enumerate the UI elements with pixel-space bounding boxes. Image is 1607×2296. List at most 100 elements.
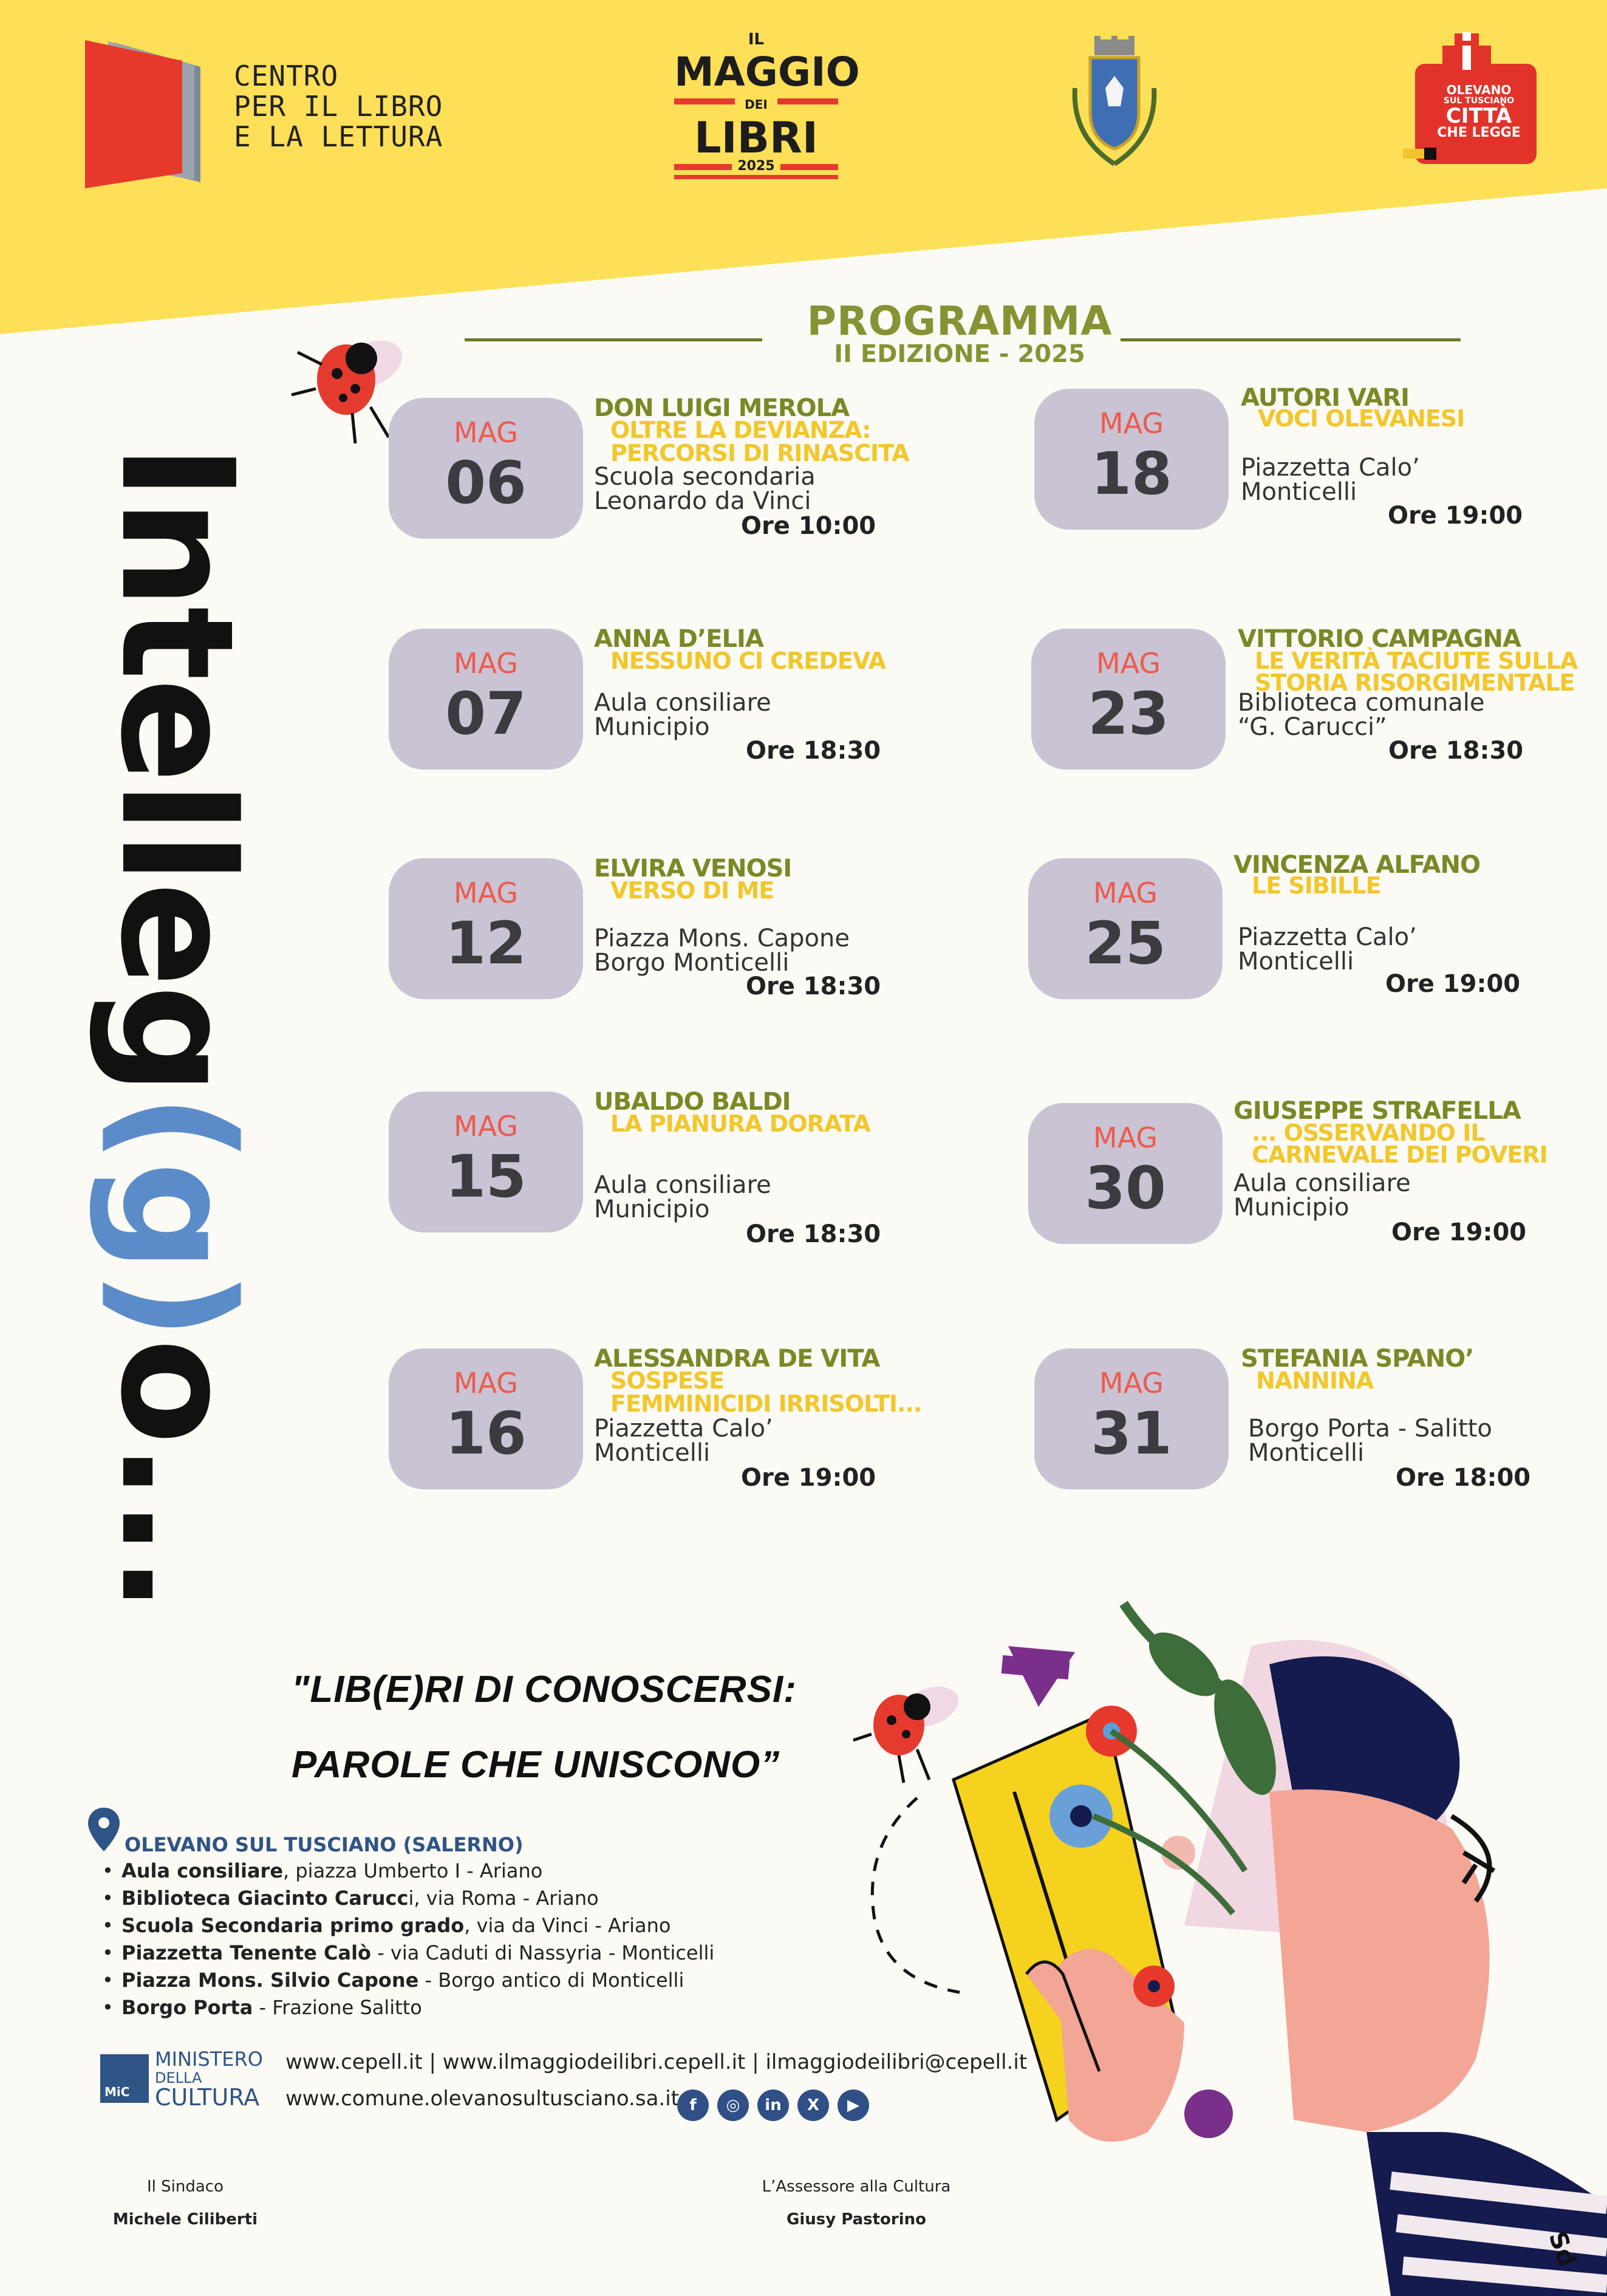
- x-icon[interactable]: X: [797, 2089, 829, 2121]
- date-box: MAG 30: [1028, 1103, 1223, 1244]
- venue-detail: , piazza Umberto I - Ariano: [283, 1859, 543, 1882]
- maggio-il: IL: [748, 30, 765, 49]
- facebook-icon[interactable]: f: [677, 2089, 709, 2121]
- instagram-icon[interactable]: ◎: [717, 2089, 749, 2121]
- date-box: MAG 31: [1034, 1348, 1229, 1489]
- event-time: Ore 18:30: [746, 972, 881, 1000]
- venue-name: Piazzetta Tenente Calò: [121, 1941, 372, 1964]
- event-title: LE SIBILLE: [1252, 872, 1381, 899]
- reader-illustration: Sd: [951, 1601, 1607, 2296]
- citta-line4: CHE LEGGE: [1437, 125, 1521, 140]
- event-place: Aula consiliare Municipio: [594, 689, 771, 741]
- ministero-line3: CULTURA: [155, 2084, 260, 2111]
- date-box: MAG 07: [389, 629, 583, 770]
- sindaco-name: Michele Ciliberti: [112, 2210, 258, 2229]
- date-box: MAG 25: [1028, 858, 1223, 999]
- cepell-name: CENTRO PER IL LIBRO E LA LETTURA: [234, 61, 443, 152]
- event-author: ALESSANDRA DE VITA: [594, 1345, 880, 1373]
- list-item: Piazza Mons. Silvio Capone - Borgo antic…: [102, 1967, 714, 1994]
- vertical-title-main: Intelleg: [86, 443, 267, 1093]
- venue-name: Piazza Mons. Silvio Capone: [121, 1969, 419, 1992]
- cepell-line3: E LA LETTURA: [234, 120, 443, 153]
- venue-name: Aula consiliare: [121, 1859, 284, 1882]
- vertical-title-g: (g): [86, 1093, 267, 1339]
- ministero-line2: DELLA: [155, 2069, 202, 2086]
- venue-name: Scuola Secondaria primo grado: [121, 1914, 465, 1937]
- date-month: MAG: [1093, 1121, 1158, 1154]
- event-time: Ore 19:00: [1385, 970, 1521, 998]
- event-time: Ore 18:30: [746, 737, 881, 765]
- mic-emblem-icon: [100, 2054, 149, 2103]
- ladybug-icon: [291, 340, 402, 444]
- date-day: 06: [445, 449, 527, 517]
- event-title: VERSO DI ME: [610, 877, 774, 904]
- linkedin-icon[interactable]: in: [757, 2089, 789, 2121]
- citta-text: OLEVANO SUL TUSCIANO CITTÀ CHE LEGGE: [1421, 84, 1537, 140]
- date-box: MAG 23: [1031, 629, 1226, 770]
- date-day: 25: [1085, 909, 1166, 977]
- event-title: NESSUNO CI CREDEVA: [610, 647, 886, 674]
- event-author: AUTORI VARI: [1241, 384, 1410, 412]
- list-item: Biblioteca Giacinto Carucci, via Roma - …: [102, 1885, 714, 1912]
- footer-link-line1[interactable]: www.cepell.it | www.ilmaggiodeilibri.cep…: [285, 2050, 1028, 2074]
- event-author: ELVIRA VENOSI: [594, 855, 792, 883]
- event-title: LA PIANURA DORATA: [610, 1110, 871, 1137]
- event-time: Ore 18:00: [1396, 1464, 1531, 1492]
- event-title: OLTRE LA DEVIANZA:: [610, 417, 872, 443]
- ministero-line1: MINISTERO: [155, 2048, 263, 2071]
- event-place: Piazzetta Calo’ Monticelli: [1238, 923, 1417, 975]
- date-box: MAG 15: [389, 1092, 583, 1232]
- footer-link-line2[interactable]: www.comune.olevanosultusciano.sa.it: [285, 2086, 679, 2111]
- date-box: MAG 18: [1034, 389, 1229, 530]
- event-time: Ore 19:00: [1388, 502, 1523, 530]
- event-place: Aula consiliare Municipio: [594, 1171, 771, 1223]
- event-author: ANNA D’ELIA: [594, 625, 764, 653]
- citta-line1: OLEVANO: [1446, 83, 1512, 97]
- date-day: 30: [1085, 1154, 1166, 1222]
- event-place: Aula consiliare Municipio: [1233, 1169, 1411, 1221]
- sindaco-signature: Il Sindaco Michele Ciliberti: [91, 2178, 279, 2229]
- event-time: Ore 19:00: [1391, 1218, 1527, 1246]
- municipal-crest-icon: [1072, 36, 1157, 166]
- event-author: DON LUIGI MEROLA: [594, 394, 850, 422]
- vertical-title: Intelleg(g)o...: [86, 443, 267, 1611]
- date-day: 16: [445, 1399, 527, 1467]
- event-place: Scuola secondaria Leonardo da Vinci: [594, 463, 816, 515]
- list-item: Scuola Secondaria primo grado, via da Vi…: [102, 1912, 714, 1939]
- event-author: STEFANIA SPANO’: [1241, 1345, 1474, 1373]
- event-time: Ore 18:30: [746, 1220, 881, 1248]
- event-place: Piazzetta Calo’ Monticelli: [594, 1415, 773, 1467]
- event-title: STORIA RISORGIMENTALE: [1255, 669, 1575, 696]
- citta-line3: CITTÀ: [1445, 104, 1512, 128]
- tagline: "LIB(E)RI DI CONOSCERSI: PAROLE CHE UNIS…: [292, 1652, 797, 1803]
- maggio-dei: DEI: [735, 98, 777, 111]
- event-place: Piazzetta Calo’ Monticelli: [1241, 454, 1420, 506]
- date-day: 31: [1091, 1399, 1172, 1467]
- vertical-title-end: o...: [86, 1338, 267, 1611]
- date-box: MAG 06: [389, 398, 583, 539]
- event-author: GIUSEPPE STRAFELLA: [1233, 1097, 1521, 1125]
- venue-list: Aula consiliare, piazza Umberto I - Aria…: [102, 1857, 714, 2021]
- ministero-cultura-logo: MiC MINISTERO DELLA CULTURA: [97, 2047, 279, 2114]
- social-icons: f ◎ in X ▶: [677, 2089, 878, 2121]
- event-title: VOCI OLEVANESI: [1258, 405, 1465, 432]
- date-month: MAG: [1093, 876, 1158, 909]
- sindaco-role: Il Sindaco: [146, 2178, 223, 2196]
- date-box: MAG 12: [389, 858, 583, 999]
- tagline-line1: "LIB(E)RI DI CONOSCERSI:: [292, 1669, 797, 1710]
- date-day: 15: [445, 1143, 527, 1211]
- event-place: Biblioteca comunale “G. Carucci”: [1238, 689, 1485, 741]
- assessore-role: L’Assessore alla Cultura: [762, 2178, 951, 2196]
- youtube-icon[interactable]: ▶: [838, 2089, 869, 2121]
- date-day: 23: [1088, 680, 1169, 748]
- venue-detail: , via da Vinci - Ariano: [464, 1914, 671, 1937]
- date-month: MAG: [1099, 1367, 1164, 1399]
- event-author: VITTORIO CAMPAGNA: [1238, 625, 1521, 653]
- maggio-libri: LIBRI: [694, 113, 818, 163]
- tagline-line2: PAROLE CHE UNISCONO”: [292, 1744, 780, 1786]
- mic-label: MiC: [104, 2085, 130, 2099]
- venue-name: Biblioteca Giacinto Carucc: [121, 1887, 409, 1910]
- maggio-word: MAGGIO: [674, 49, 860, 95]
- event-time: Ore 18:30: [1388, 737, 1524, 765]
- date-day: 12: [445, 909, 527, 977]
